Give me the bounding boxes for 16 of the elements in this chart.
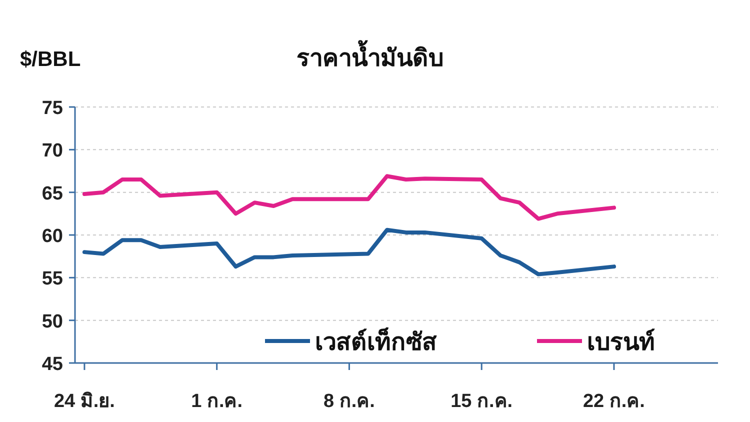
y-tick-label: 45 [42, 354, 64, 375]
y-tick-label: 60 [42, 226, 63, 247]
legend-label: เวสต์เท็กซัส [315, 327, 437, 356]
y-tick-label: 65 [42, 183, 64, 204]
legend-label: เบรนท์ [587, 328, 655, 356]
y-tick-label: 70 [42, 140, 63, 162]
y-tick-label: 55 [42, 268, 64, 290]
x-tick-label: 1 ก.ค. [191, 391, 243, 412]
x-tick-label: 24 มิ.ย. [54, 391, 115, 412]
y-axis-title: $/BBL [20, 48, 81, 71]
y-tick-label: 75 [42, 98, 64, 119]
x-tick-label: 22 ก.ค. [582, 391, 645, 412]
x-tick-label: 8 ก.ค. [324, 391, 375, 412]
x-tick-label: 15 ก.ค. [450, 391, 513, 412]
chart-title: ราคาน้ำมันดิบ [296, 39, 444, 72]
y-tick-label: 50 [42, 311, 63, 332]
